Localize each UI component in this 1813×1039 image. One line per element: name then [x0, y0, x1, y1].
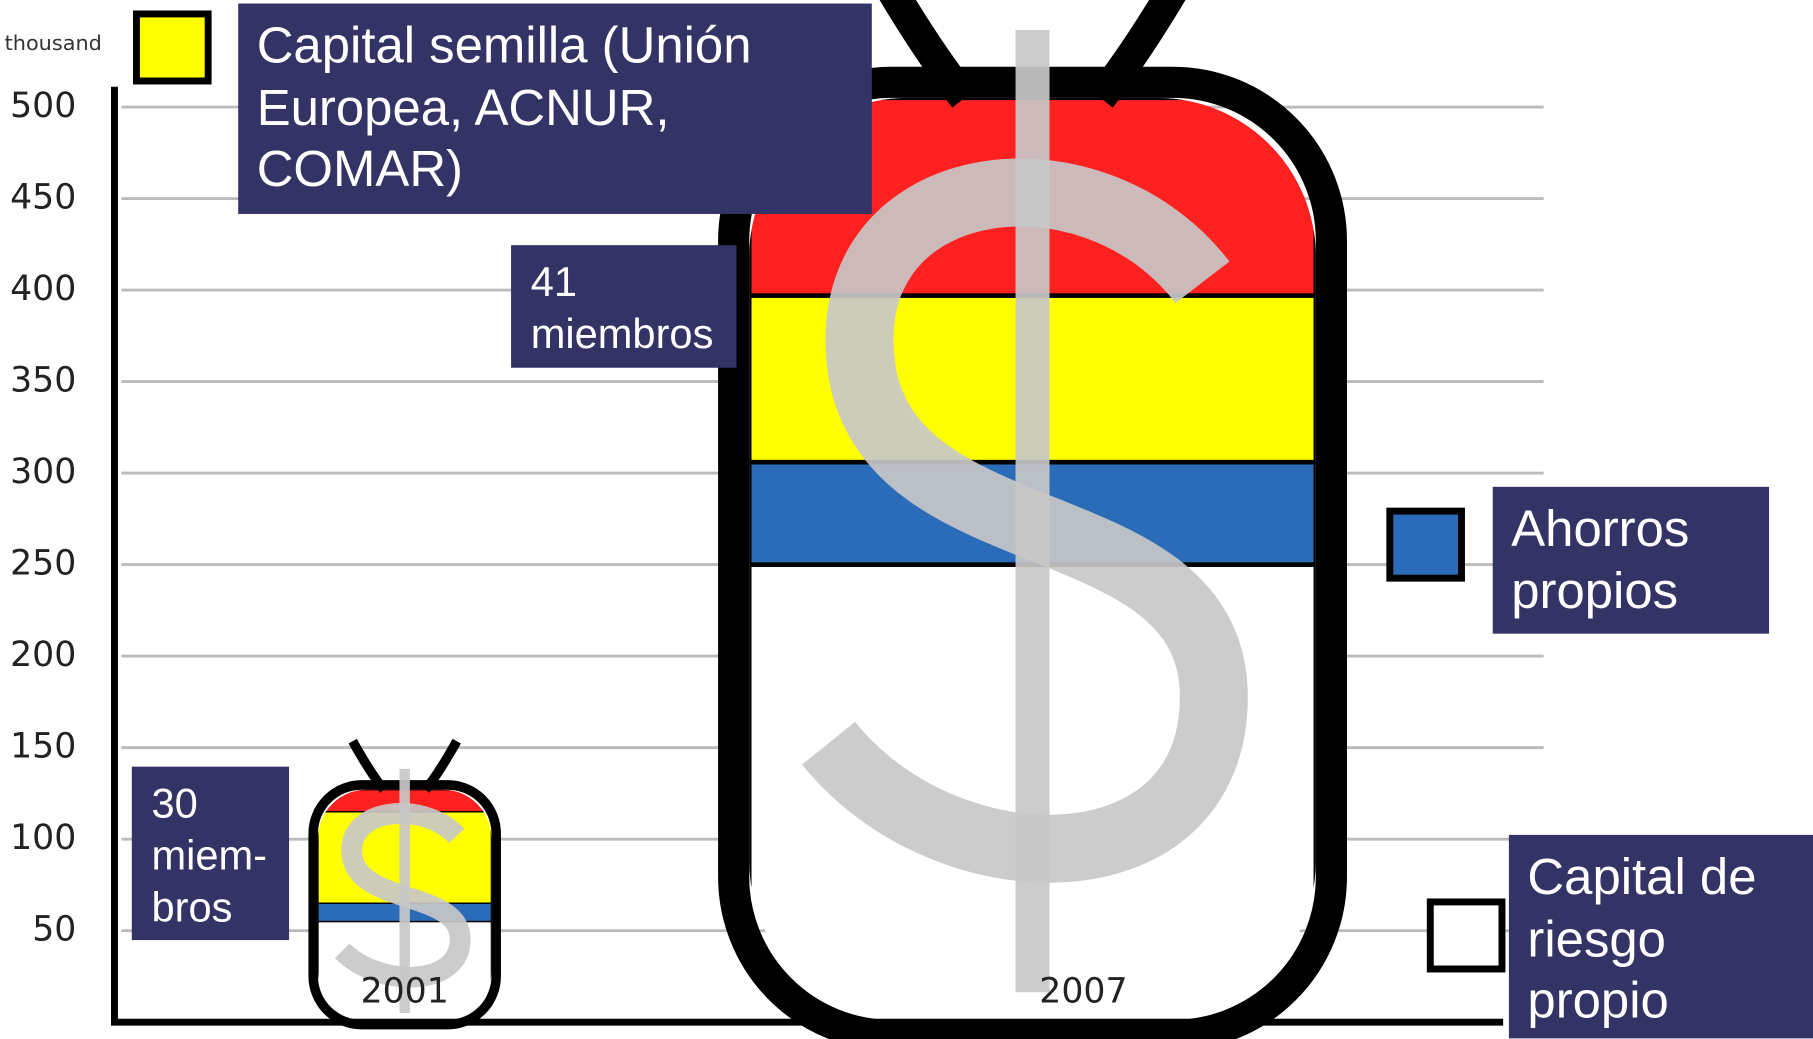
annotation-box — [131, 766, 290, 941]
legend-label-holder: Capital de riesgo propio — [1527, 848, 1757, 1030]
bag: 2007 — [718, 0, 1347, 1039]
legend-label-box — [1492, 486, 1770, 634]
y-axis-unit: thousand — [5, 31, 102, 55]
legend-swatch — [1386, 507, 1465, 582]
x-tick-label: 2007 — [1039, 972, 1127, 1012]
y-tick-label: 500 — [10, 86, 76, 126]
legend-label-holder: Ahorros propios — [1511, 500, 1690, 620]
annotation-text: miembros — [531, 310, 714, 357]
y-tick-label: 350 — [10, 361, 76, 401]
y-tick-label: 100 — [10, 818, 76, 858]
y-tick-label: 250 — [10, 544, 76, 584]
bag-tie — [421, 738, 461, 793]
dollar-curve — [802, 158, 1248, 883]
y-tick-label: 400 — [10, 269, 76, 309]
y-tick-label: 50 — [32, 910, 76, 950]
annotation-text: bros — [151, 884, 232, 931]
legend-label-box — [1508, 834, 1813, 1039]
legend-label: Capital de riesgo propio — [1527, 848, 1757, 1030]
legend-label: Ahorros propios — [1511, 500, 1690, 620]
legend-swatch — [1426, 898, 1506, 973]
x-tick-label: 2001 — [361, 972, 449, 1012]
bag-tie — [1088, 0, 1186, 108]
legend-label-holder: Capital semilla (Unión Europea, ACNUR, C… — [256, 17, 752, 199]
bag: 2001 — [308, 738, 501, 1030]
dollar-curve — [334, 803, 471, 988]
y-tick-label: 150 — [10, 727, 76, 767]
y-tick-label: 450 — [10, 178, 76, 218]
plot-area: 2001 2007 — [308, 0, 1347, 1039]
legend-swatch — [132, 10, 212, 85]
y-tick-label: 300 — [10, 452, 76, 492]
annotations: 41 miembros 30 miem-bros — [131, 245, 737, 941]
legend: Capital de riesgo propio Ahorros propios C… — [132, 3, 1813, 1039]
legend-label-box — [238, 3, 872, 214]
annotation-box — [511, 245, 737, 368]
annotation-text: miem- — [151, 832, 267, 879]
y-tick-label: 200 — [10, 635, 76, 675]
legend-label: Capital semilla (Unión Europea, ACNUR, C… — [256, 17, 752, 199]
bag-tie — [348, 738, 388, 793]
bag-tie — [879, 0, 977, 108]
annotation-text: 30 — [151, 780, 197, 827]
annotation-text: 41 — [531, 258, 577, 305]
